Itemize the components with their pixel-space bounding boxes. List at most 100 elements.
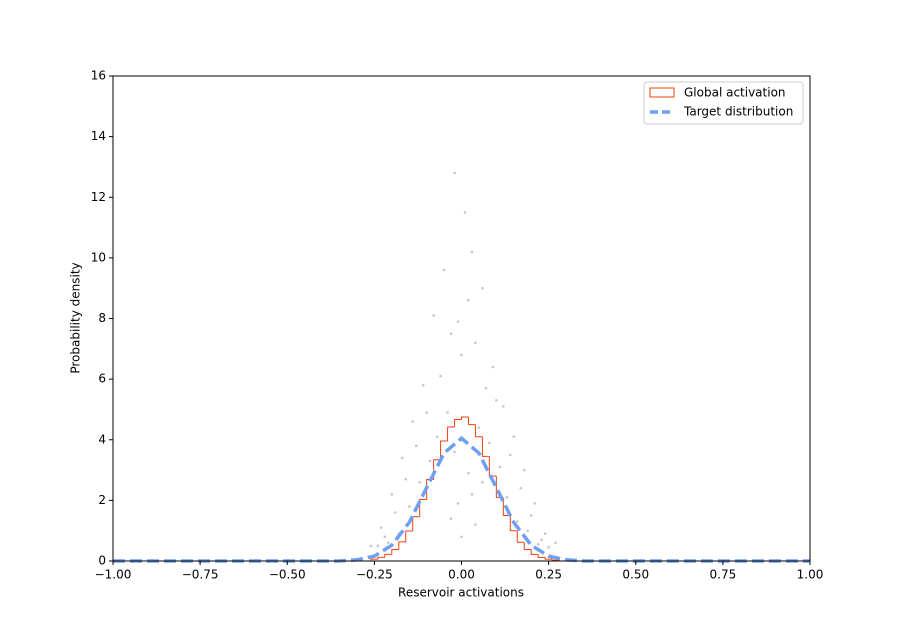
legend-box bbox=[643, 81, 804, 125]
histogram-bin bbox=[461, 416, 469, 420]
scatter-point bbox=[449, 517, 453, 520]
scatter-point bbox=[543, 532, 547, 536]
scatter-point bbox=[432, 314, 435, 317]
scatter-point bbox=[369, 544, 373, 548]
histogram-bin bbox=[454, 418, 462, 428]
plot-frame bbox=[112, 75, 811, 562]
scatter-point bbox=[407, 505, 411, 508]
x-tick-label: 0.25 bbox=[535, 568, 562, 582]
scatter-point bbox=[474, 341, 477, 345]
y-tick-label: 6 bbox=[98, 372, 106, 386]
scatter-point bbox=[428, 459, 432, 463]
legend-label: Global activation bbox=[684, 86, 786, 100]
scatter-point bbox=[522, 468, 526, 472]
scatter-point bbox=[481, 286, 484, 290]
scatter-point bbox=[393, 511, 397, 514]
x-tick-label: −0.25 bbox=[356, 568, 393, 582]
histogram-bin bbox=[384, 553, 392, 558]
target-line bbox=[113, 435, 810, 563]
scatter-point bbox=[411, 420, 415, 423]
histogram-bin bbox=[412, 516, 420, 531]
histogram-bin bbox=[474, 424, 483, 438]
scatter-point bbox=[383, 535, 387, 539]
scatter-point bbox=[484, 386, 488, 390]
scatter-point bbox=[491, 365, 495, 369]
legend-label: Target distribution bbox=[683, 105, 793, 119]
x-tick-label: 0.50 bbox=[622, 568, 649, 582]
scatter-point bbox=[512, 435, 516, 439]
y-tick-label: 4 bbox=[98, 432, 106, 446]
scatter-point bbox=[425, 411, 428, 414]
histogram-bin bbox=[481, 436, 490, 457]
x-tick-label: −0.50 bbox=[269, 568, 306, 582]
scatter-point bbox=[380, 526, 383, 529]
scatter-point bbox=[505, 496, 509, 499]
histogram-bin bbox=[530, 549, 539, 555]
scatter-point bbox=[526, 529, 530, 532]
scatter-point bbox=[467, 299, 470, 302]
scatter-point bbox=[515, 520, 519, 523]
histogram-bin bbox=[516, 530, 525, 543]
scatter-point bbox=[554, 541, 557, 545]
scatter-point bbox=[404, 477, 408, 481]
legend-swatch bbox=[649, 87, 675, 98]
scatter-point bbox=[495, 399, 498, 402]
scatter-point bbox=[488, 441, 491, 445]
y-tick-label: 8 bbox=[98, 311, 106, 325]
scatter-point bbox=[376, 544, 380, 548]
scatter-point bbox=[460, 535, 463, 539]
scatter-point bbox=[529, 514, 533, 517]
scatter-point bbox=[477, 426, 481, 429]
scatter-point bbox=[387, 541, 390, 545]
scatter-point bbox=[421, 383, 425, 387]
scatter-point bbox=[453, 450, 456, 454]
scatter-point bbox=[463, 211, 467, 214]
scatter-point bbox=[453, 171, 456, 175]
y-tick-label: 16 bbox=[91, 69, 106, 83]
histogram-bin bbox=[440, 440, 448, 460]
scatter-point bbox=[502, 405, 505, 408]
histogram-bin bbox=[537, 554, 546, 558]
histogram-bin bbox=[488, 456, 497, 477]
scatter-point bbox=[540, 538, 543, 542]
scatter-point bbox=[418, 480, 421, 484]
x-tick-label: −0.75 bbox=[182, 568, 219, 582]
scatter-point bbox=[435, 435, 439, 439]
histogram-bin bbox=[509, 515, 518, 532]
scatter-point bbox=[400, 456, 404, 460]
scatter-point bbox=[470, 250, 474, 254]
scatter-point bbox=[449, 332, 453, 335]
scatter-point bbox=[439, 374, 442, 378]
x-tick-label: −1.00 bbox=[95, 568, 132, 582]
histogram-bin bbox=[419, 498, 427, 517]
x-tick-label: 0.75 bbox=[710, 568, 737, 582]
scatter-point bbox=[533, 502, 536, 505]
scatter-point bbox=[456, 320, 460, 323]
x-tick-label: 1.00 bbox=[797, 568, 824, 582]
scatter-point bbox=[470, 493, 474, 496]
scatter-point bbox=[446, 411, 449, 414]
y-tick-label: 2 bbox=[98, 493, 106, 507]
scatter-point bbox=[442, 268, 446, 272]
scatter-point bbox=[460, 353, 463, 357]
y-tick-label: 12 bbox=[91, 190, 106, 204]
scatter-point bbox=[519, 486, 523, 490]
y-tick-label: 14 bbox=[91, 129, 106, 143]
histogram-bin bbox=[447, 426, 455, 441]
scatter-point bbox=[474, 523, 477, 526]
scatter-point bbox=[390, 493, 394, 496]
scatter-point bbox=[414, 444, 418, 448]
histogram-bin bbox=[467, 417, 476, 426]
y-tick-label: 0 bbox=[98, 554, 106, 568]
scatter-point bbox=[481, 480, 484, 484]
scatter-point bbox=[498, 465, 502, 469]
histogram-bin bbox=[398, 541, 406, 550]
scatter-point bbox=[508, 453, 512, 457]
y-tick-label: 10 bbox=[91, 250, 106, 264]
histogram-bin bbox=[502, 497, 511, 517]
scatter-point bbox=[536, 543, 540, 546]
histogram-bin bbox=[523, 542, 532, 550]
histogram-bin bbox=[370, 558, 378, 561]
scatter-point bbox=[467, 471, 470, 475]
